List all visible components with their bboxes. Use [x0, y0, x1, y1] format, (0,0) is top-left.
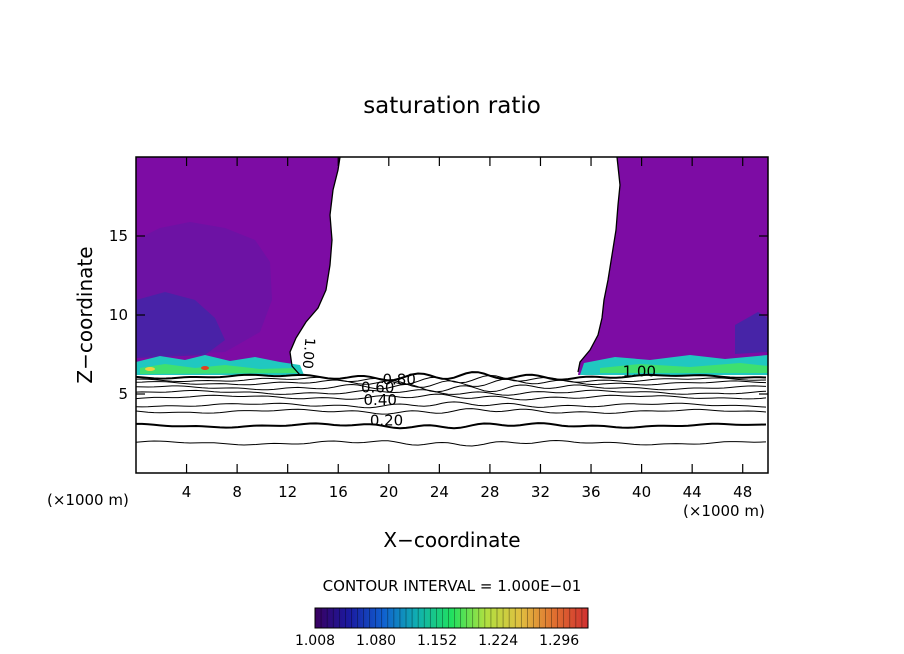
colorbar — [314, 607, 589, 629]
x-tick-label: 16 — [329, 483, 348, 501]
contour-label: 0.40 — [364, 391, 397, 409]
contour-line — [136, 408, 767, 415]
colorbar-tick-label: 1.008 — [295, 633, 335, 649]
contour-label: 1.00 — [623, 363, 656, 381]
x-unit-left: (×1000 m) — [47, 491, 129, 509]
contour-labels: 0.20 0.400.600.80 1.00 1.00 — [299, 337, 656, 430]
green-streaks-right — [600, 363, 768, 373]
plot-area — [136, 157, 768, 447]
chart-title: saturation ratio — [363, 93, 541, 119]
contour-line — [136, 422, 767, 430]
x-axis-label: X−coordinate — [383, 528, 520, 552]
y-tick-label: 15 — [109, 227, 128, 245]
contour-label: 0.80 — [382, 371, 415, 389]
x-tick-label: 36 — [581, 483, 600, 501]
yellow-patch — [145, 367, 155, 371]
contour-line — [136, 393, 767, 401]
colorbar-tick-label: 1.296 — [539, 633, 579, 649]
contour-label: 0.60 — [361, 378, 394, 396]
x-tick-label: 28 — [480, 483, 499, 501]
contour-line — [136, 371, 767, 382]
red-patch — [201, 366, 209, 370]
colorbar-ticks: 1.008 1.080 1.152 1.224 1.296 — [295, 633, 579, 649]
blue-region-left — [136, 292, 225, 358]
blue-region-right — [735, 312, 768, 354]
contour-line — [136, 389, 767, 396]
x-tick-label: 40 — [632, 483, 651, 501]
y-axis: 5 10 15 — [109, 227, 768, 403]
y-tick-label: 5 — [118, 385, 128, 403]
y-axis-label: Z−coordinate — [73, 246, 97, 383]
colorbar-tick-label: 1.152 — [417, 633, 457, 649]
contour-line — [136, 439, 767, 447]
x-unit-right: (×1000 m) — [683, 502, 765, 520]
green-streaks-left — [140, 364, 298, 374]
x-tick-label: 48 — [733, 483, 752, 501]
contour-label: 1.00 — [299, 337, 318, 369]
x-axis: 4 8 12 16 20 24 28 32 36 40 44 48 — [182, 157, 752, 501]
boundary-line-left — [289, 157, 341, 376]
colorbar-tick-label: 1.224 — [478, 633, 518, 649]
x-tick-label: 20 — [379, 483, 398, 501]
supersaturated-region-right — [578, 157, 768, 375]
x-tick-label: 32 — [531, 483, 550, 501]
x-tick-label: 24 — [430, 483, 449, 501]
contour-line — [136, 374, 767, 385]
contour-lines — [136, 371, 767, 447]
contour-interval-label: CONTOUR INTERVAL = 1.000E−01 — [323, 577, 582, 595]
x-tick-label: 12 — [278, 483, 297, 501]
x-tick-label: 4 — [182, 483, 192, 501]
contour-line — [136, 401, 767, 409]
contour-line — [136, 383, 767, 393]
contour-label: 0.20 — [370, 412, 403, 430]
boundary-line-right — [577, 157, 621, 373]
x-tick-label: 44 — [683, 483, 702, 501]
y-tick-label: 10 — [109, 306, 128, 324]
colorbar-stripes — [314, 608, 589, 628]
x-tick-label: 8 — [232, 483, 242, 501]
colorbar-tick-label: 1.080 — [356, 633, 396, 649]
